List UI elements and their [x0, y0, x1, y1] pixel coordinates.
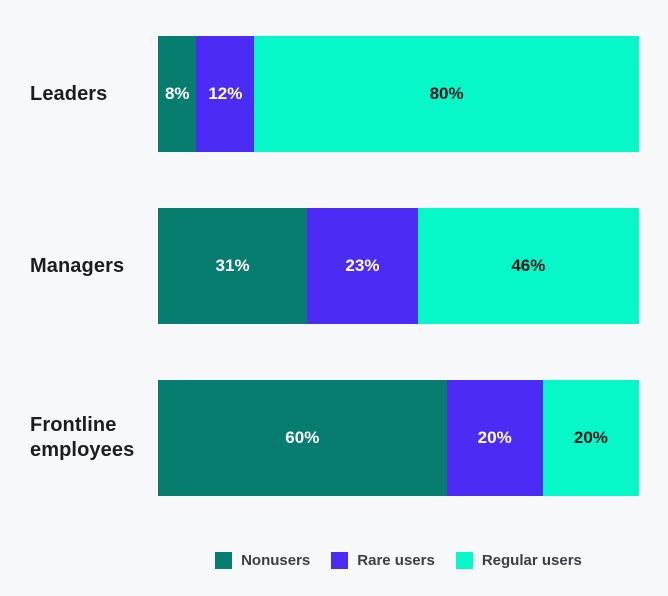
- bar-segment-rare-users: 23%: [307, 208, 418, 324]
- legend-swatch-rare-users: [331, 552, 349, 569]
- value-label: 12%: [208, 84, 243, 103]
- value-label: 8%: [164, 84, 190, 103]
- category-label: Leaders: [30, 82, 108, 105]
- value-label: 23%: [345, 256, 380, 275]
- legend-item-nonusers: Nonusers: [215, 552, 310, 569]
- category-label: Managers: [30, 254, 125, 277]
- legend-swatch-regular-users: [455, 552, 473, 569]
- value-label: 20%: [573, 428, 608, 447]
- value-label: 20%: [477, 428, 512, 447]
- legend-label: Nonusers: [241, 552, 311, 569]
- chart-legend: Nonusers Rare users Regular users: [158, 552, 639, 569]
- chart-rows: Leaders 8% 12% 80% Managers 31% 23% 46% Frontlin…: [30, 36, 639, 496]
- value-label: 80%: [429, 84, 464, 103]
- legend-label: Rare users: [357, 552, 435, 569]
- value-label: 31%: [215, 256, 250, 275]
- bar-segment-regular-users: 80%: [254, 36, 639, 152]
- legend-swatch-nonusers: [215, 552, 233, 569]
- category-label: Frontline employees: [30, 414, 135, 461]
- bar-segment-rare-users: 12%: [196, 36, 255, 152]
- bar-segment-nonusers: 8%: [158, 36, 197, 152]
- stacked-bar: 60% 20% 20%: [158, 380, 639, 496]
- bar-segment-nonusers: 31%: [158, 208, 308, 324]
- bar-segment-rare-users: 20%: [446, 380, 543, 496]
- stacked-bar: 31% 23% 46%: [158, 208, 639, 324]
- legend-label: Regular users: [481, 552, 582, 569]
- bar-segment-nonusers: 60%: [158, 380, 447, 496]
- stacked-bar: 8% 12% 80%: [158, 36, 639, 152]
- legend-item-rare-users: Rare users: [331, 552, 435, 569]
- chart-row-leaders: Leaders 8% 12% 80%: [30, 36, 639, 152]
- value-label: 46%: [511, 256, 546, 275]
- chart-row-frontline-employees: Frontline employees 60% 20% 20%: [30, 380, 639, 496]
- chart-row-managers: Managers 31% 23% 46%: [30, 208, 639, 324]
- bar-segment-regular-users: 46%: [417, 208, 639, 324]
- bar-segment-regular-users: 20%: [542, 380, 639, 496]
- legend-item-regular-users: Regular users: [455, 552, 582, 569]
- value-label: 60%: [285, 428, 320, 447]
